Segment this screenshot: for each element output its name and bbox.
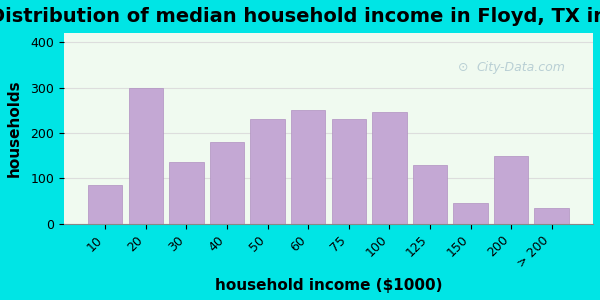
Bar xyxy=(332,119,366,224)
Bar xyxy=(535,208,569,224)
Text: City-Data.com: City-Data.com xyxy=(476,61,566,74)
Bar xyxy=(210,142,244,224)
Y-axis label: households: households xyxy=(7,80,22,177)
Bar xyxy=(413,165,447,224)
Bar xyxy=(454,203,488,224)
Bar xyxy=(291,110,325,224)
Bar xyxy=(372,112,407,224)
Title: Distribution of median household income in Floyd, TX in 2021: Distribution of median household income … xyxy=(0,7,600,26)
Bar xyxy=(494,156,529,224)
Bar xyxy=(250,119,285,224)
Bar xyxy=(128,88,163,224)
X-axis label: household income ($1000): household income ($1000) xyxy=(215,278,442,293)
Bar xyxy=(88,185,122,224)
Text: ⊙: ⊙ xyxy=(458,61,469,74)
Bar xyxy=(169,162,203,224)
